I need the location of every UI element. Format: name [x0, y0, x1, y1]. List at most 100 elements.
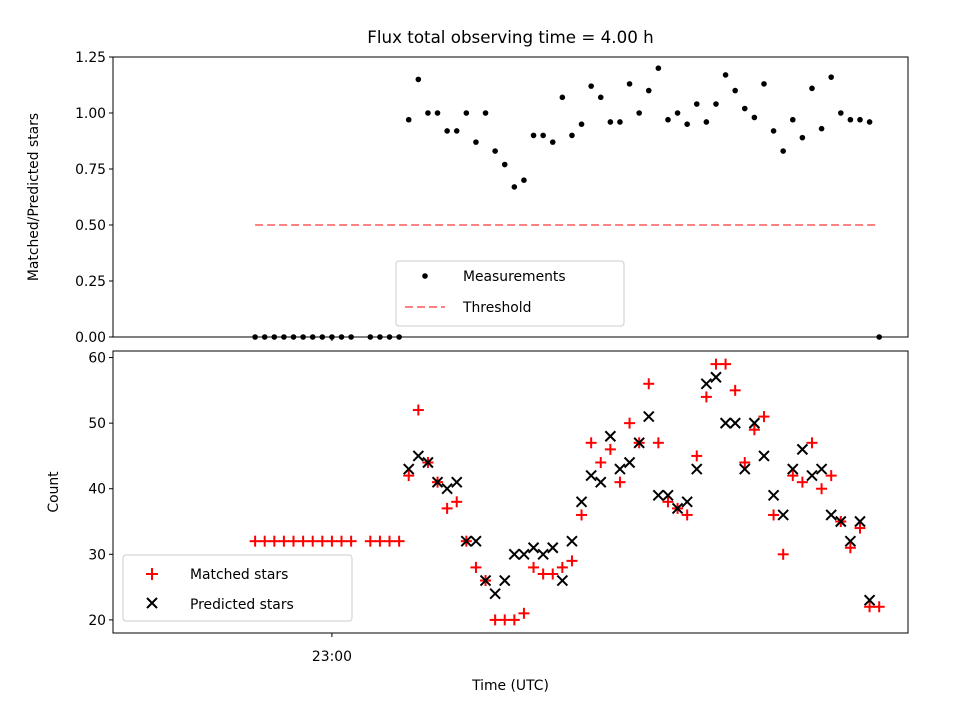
measurement-point	[405, 116, 412, 123]
measurement-point	[789, 116, 796, 123]
predicted-star-point	[863, 594, 876, 606]
predicted-star-point	[451, 476, 463, 488]
matched-star-point	[700, 391, 712, 403]
matched-star-point	[297, 535, 309, 547]
predicted-star-point	[643, 410, 655, 423]
measurement-point	[684, 121, 690, 127]
predicted-star-point	[431, 476, 444, 488]
measurement-point	[597, 94, 604, 101]
bottom-panel: 20 30 40 50 60 23:0000:0001:0002:0003:0004:0…	[46, 350, 909, 694]
matched-star-point	[326, 535, 338, 547]
measurement-point	[482, 110, 489, 116]
matched-star-point	[729, 384, 741, 396]
bottom-y-axis-label: Count	[46, 471, 62, 513]
matched-star-point	[652, 437, 664, 449]
matched-star-point	[393, 535, 405, 547]
predicted-star-point	[710, 371, 722, 383]
top-y-ticks: 0.00 0.25 0.50 0.75 1.00 1.25	[75, 50, 113, 346]
top-axes-frame	[112, 56, 909, 338]
predicted-star-point	[700, 378, 713, 390]
matched-star-point	[374, 535, 386, 547]
predicted-star-point	[691, 463, 703, 475]
measurement-point	[703, 119, 710, 125]
measurement-point	[511, 184, 518, 190]
measurement-point	[492, 148, 498, 154]
bottom-x-tick-label: 23:00	[312, 649, 352, 665]
matched-star-point	[864, 601, 876, 613]
measurement-point	[674, 110, 681, 116]
measurement-point	[617, 119, 623, 125]
predicted-star-point	[614, 463, 626, 475]
measurement-point	[636, 110, 642, 116]
measurement-point	[645, 87, 652, 94]
measurement-point	[463, 110, 470, 116]
legend-label-matched: Matched stars	[190, 567, 288, 583]
measurement-point	[818, 125, 825, 132]
matched-star-point	[643, 378, 655, 390]
predicted-star-point	[537, 548, 549, 561]
measurement-point	[799, 134, 806, 141]
measurement-point	[540, 132, 546, 139]
predicted-star-point	[796, 443, 809, 456]
measurement-point	[425, 110, 431, 116]
predicted-star-point	[595, 476, 607, 488]
top-panel: 0.00 0.25 0.50 0.75 1.00 1.25 Flux total obse…	[26, 27, 909, 346]
measurement-point	[473, 139, 479, 145]
measurement-point	[559, 94, 566, 101]
predicted-star-point	[748, 417, 761, 429]
top-y-tick-label: 1.00	[75, 106, 106, 122]
predicted-star-point	[422, 456, 434, 469]
matched-star-point	[777, 548, 789, 560]
predicted-star-point	[844, 535, 857, 547]
matched-star-point	[518, 607, 530, 619]
predicted-star-point	[815, 463, 828, 475]
measurement-point	[837, 110, 844, 116]
bottom-y-tick-label: 40	[88, 482, 106, 498]
predicted-star-point	[566, 535, 578, 547]
measurement-point	[501, 161, 508, 168]
measurement-point	[751, 114, 758, 121]
measurement-points	[252, 65, 882, 340]
measurement-point	[828, 74, 834, 80]
measurement-point	[655, 65, 662, 71]
predicted-star-point	[585, 469, 597, 482]
measurement-point	[569, 132, 575, 139]
bottom-y-ticks: 20 30 40 50 60	[88, 351, 113, 629]
chart-title: Flux total observing time = 4.00 h	[367, 27, 653, 47]
predicted-star-point	[508, 548, 521, 561]
matched-star-point	[470, 561, 482, 573]
matched-star-point	[288, 535, 300, 547]
matched-star-point	[336, 535, 348, 547]
predicted-star-point	[806, 469, 818, 482]
matched-star-point	[489, 614, 501, 626]
bottom-legend-box	[122, 554, 353, 622]
predicted-star-point	[835, 515, 847, 528]
matched-star-point	[278, 535, 290, 547]
predicted-star-point	[739, 463, 751, 475]
matched-star-point	[345, 535, 357, 547]
bottom-x-ticks: 23:0000:0001:0002:0003:0004:00	[312, 633, 352, 665]
matched-star-point	[441, 502, 453, 514]
measurement-point	[713, 101, 719, 107]
matched-star-point	[451, 496, 463, 508]
predicted-star-point	[787, 463, 799, 475]
matched-star-point	[796, 476, 808, 488]
top-y-tick-label: 0.75	[75, 162, 106, 178]
predicted-star-point	[729, 417, 741, 429]
matched-star-point	[825, 470, 837, 482]
measurement-point	[693, 101, 700, 107]
predicted-star-point	[671, 502, 684, 515]
top-y-tick-label: 0.00	[75, 330, 106, 346]
predicted-star-point	[719, 417, 732, 429]
measurement-point	[530, 132, 537, 139]
matched-star-point	[547, 568, 559, 580]
matched-star-point	[412, 404, 424, 416]
measurement-point	[847, 116, 854, 123]
measurement-point	[444, 128, 450, 134]
matched-star-point	[681, 509, 693, 521]
measurement-point	[607, 119, 614, 125]
predicted-star-point	[479, 574, 492, 587]
top-y-tick-label: 0.50	[75, 218, 106, 234]
bottom-y-tick-label: 20	[88, 613, 106, 629]
predicted-star-point	[518, 548, 530, 561]
